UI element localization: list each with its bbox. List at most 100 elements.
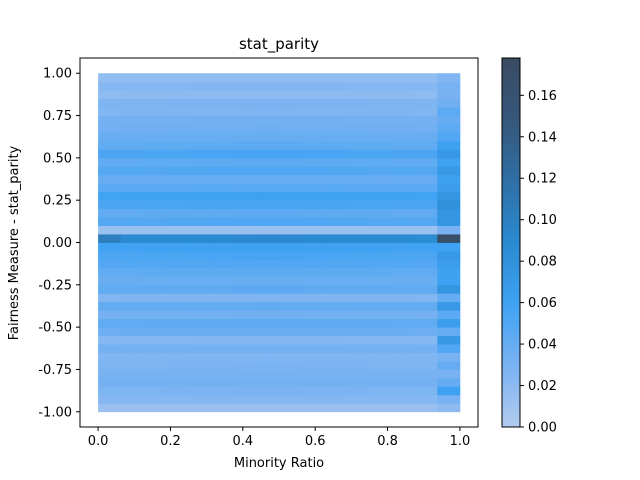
heatmap-cell — [120, 81, 144, 91]
heatmap-cell — [437, 250, 461, 260]
heatmap-cell — [392, 318, 416, 328]
heatmap-cell — [233, 293, 257, 303]
heatmap-cell — [279, 250, 303, 260]
heatmap-cell — [211, 293, 235, 303]
heatmap-cell — [143, 377, 167, 387]
heatmap-cell — [256, 327, 280, 336]
heatmap-cell — [98, 225, 122, 235]
heatmap-cell — [211, 234, 235, 243]
heatmap-cell — [414, 98, 438, 108]
heatmap-cell — [369, 234, 393, 243]
heatmap-cell — [256, 115, 280, 125]
heatmap-cell — [233, 107, 257, 116]
heatmap-cell — [188, 386, 212, 396]
heatmap-cell — [324, 234, 348, 243]
y-tick-label: -1.00 — [38, 405, 72, 420]
y-axis-ticks: -1.00 -0.75 -0.50 -0.25 0.00 0.25 0.50 0.75 1.00 — [38, 67, 80, 420]
heatmap-cell — [211, 318, 235, 328]
colorbar-ticks: 0.00 0.02 0.04 0.06 0.08 0.10 0.12 0.14 0.16 — [520, 89, 557, 436]
heatmap-cell — [143, 208, 167, 218]
heatmap-cell — [143, 259, 167, 269]
y-tick-label: 0.25 — [43, 194, 72, 209]
heatmap-cell — [256, 157, 280, 167]
colorbar-tick-label: 0.08 — [528, 255, 557, 270]
y-tick-label: -0.75 — [38, 363, 72, 378]
heatmap-cell — [98, 335, 122, 345]
heatmap-cell — [256, 140, 280, 150]
heatmap-cell — [346, 149, 370, 159]
heatmap-cell — [98, 386, 122, 396]
x-tick-label: 0.0 — [88, 434, 109, 449]
heatmap-cell — [346, 90, 370, 100]
heatmap-cell — [256, 225, 280, 235]
heatmap-cell — [165, 352, 189, 362]
heatmap-cell — [437, 386, 461, 396]
heatmap-cell — [143, 301, 167, 311]
heatmap-cell — [188, 344, 212, 353]
heatmap-cell — [98, 217, 122, 226]
heatmap-cell — [256, 234, 280, 243]
heatmap-cell — [414, 360, 438, 370]
heatmap-cell — [143, 149, 167, 159]
heatmap-cell — [346, 344, 370, 353]
heatmap-cell — [301, 183, 325, 193]
heatmap-cell — [346, 217, 370, 226]
heatmap-cell — [414, 250, 438, 260]
heatmap-cell — [324, 73, 348, 83]
heatmap-cell — [392, 124, 416, 133]
heatmap-cell — [211, 191, 235, 201]
heatmap-cell — [301, 284, 325, 294]
heatmap-cell — [143, 183, 167, 193]
heatmap-cell — [279, 225, 303, 235]
heatmap-cell — [233, 310, 257, 320]
heatmap-cell — [165, 344, 189, 353]
heatmap-cell — [301, 200, 325, 210]
heatmap-cell — [98, 327, 122, 336]
heatmap-cell — [165, 284, 189, 294]
heatmap-cell — [437, 98, 461, 108]
heatmap-cell — [256, 386, 280, 396]
heatmap-cell — [120, 217, 144, 226]
heatmap-cell — [211, 267, 235, 277]
heatmap-cell — [165, 234, 189, 243]
heatmap-cell — [98, 403, 122, 413]
heatmap-cell — [301, 225, 325, 235]
heatmap-cell — [301, 115, 325, 125]
heatmap-cell — [437, 208, 461, 218]
heatmap-cell — [120, 394, 144, 404]
heatmap-cell — [369, 98, 393, 108]
heatmap-cell — [324, 352, 348, 362]
heatmap-cell — [211, 276, 235, 286]
heatmap-cell — [301, 73, 325, 83]
heatmap-cell — [188, 115, 212, 125]
heatmap-cell — [437, 225, 461, 235]
heatmap-cell — [120, 276, 144, 286]
heatmap-cell — [256, 377, 280, 387]
colorbar-tick-label: 0.14 — [528, 130, 557, 145]
heatmap-cell — [414, 369, 438, 379]
heatmap-cell — [414, 208, 438, 218]
heatmap-cell — [188, 98, 212, 108]
heatmap-cell — [346, 267, 370, 277]
heatmap-cell — [120, 208, 144, 218]
heatmap-cell — [211, 174, 235, 184]
heatmap-cell — [165, 107, 189, 116]
heatmap-cell — [120, 327, 144, 336]
heatmap-cell — [392, 98, 416, 108]
heatmap-cell — [301, 81, 325, 91]
heatmap-cell — [301, 90, 325, 100]
heatmap-cell — [369, 327, 393, 336]
x-tick-label: 0.2 — [160, 434, 181, 449]
heatmap-cell — [188, 149, 212, 159]
heatmap-cell — [346, 377, 370, 387]
heatmap-cell — [98, 90, 122, 100]
heatmap-cell — [346, 124, 370, 133]
heatmap-cell — [301, 267, 325, 277]
heatmap-cell — [211, 157, 235, 167]
heatmap-cell — [120, 98, 144, 108]
heatmap-cell — [143, 369, 167, 379]
heatmap-cell — [369, 360, 393, 370]
heatmap-cell — [233, 217, 257, 226]
heatmap-cell — [437, 157, 461, 167]
heatmap-cell — [414, 327, 438, 336]
